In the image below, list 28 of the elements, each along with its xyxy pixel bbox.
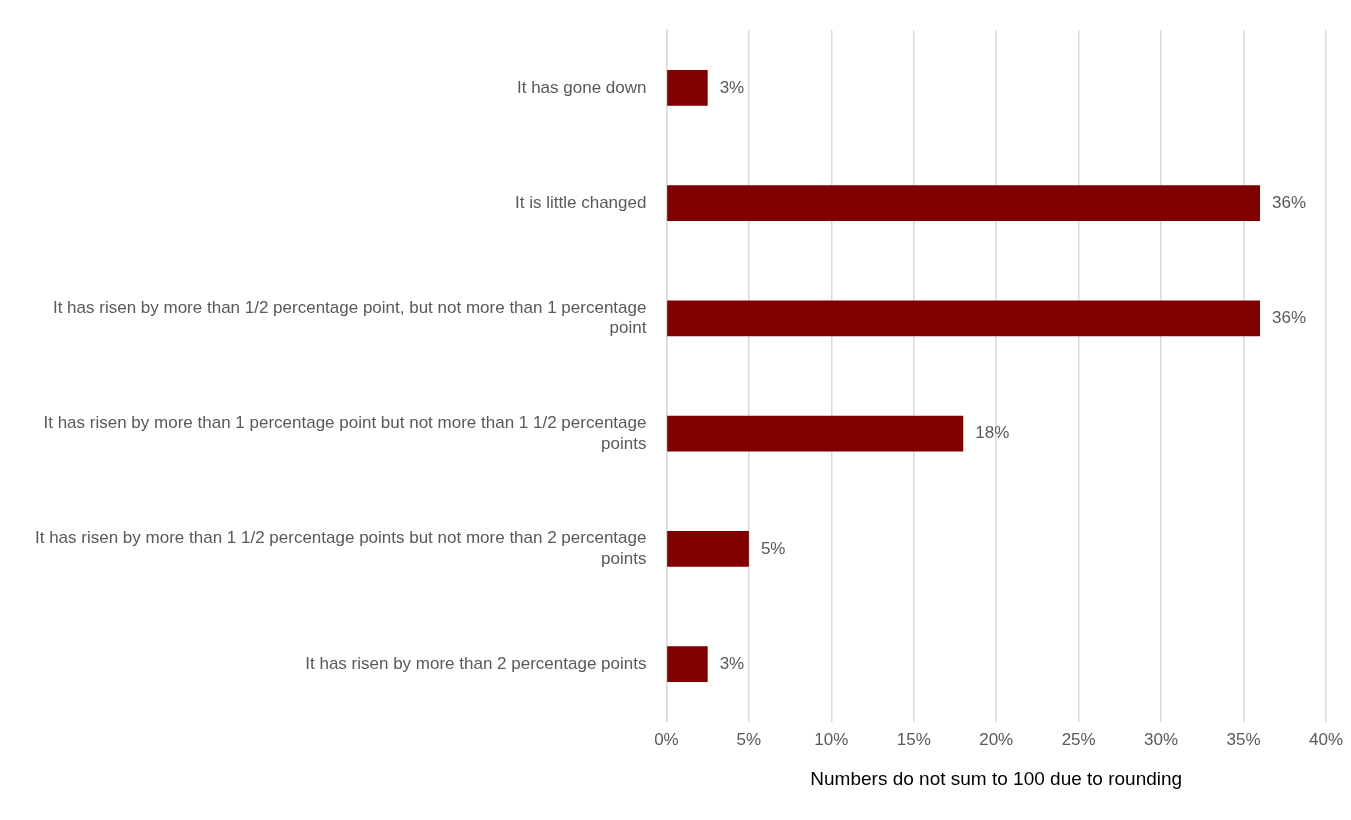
x-tick-label: 25% <box>1061 729 1096 749</box>
y-tick-label: It has gone down <box>516 77 647 97</box>
y-tick-label: It has risen by more than 1/2 percentage point, but not more than 1 percentage point <box>52 297 647 338</box>
y-tick-label: It has risen by more than 1 percentage point but not more than 1 1/2 percentage points <box>43 413 647 453</box>
data-label: 3% <box>719 653 745 673</box>
data-label: 5% <box>760 538 786 558</box>
bar <box>667 300 1261 337</box>
x-tick-label: 20% <box>979 729 1014 749</box>
data-label: 36% <box>1272 308 1307 328</box>
x-tick-label: 40% <box>1308 729 1343 749</box>
y-tick-label: It is little changed <box>515 192 647 212</box>
data-label: 18% <box>975 423 1010 443</box>
x-tick-label: 30% <box>1144 729 1179 749</box>
bar <box>667 415 964 452</box>
data-label: 3% <box>719 77 745 97</box>
bar <box>667 69 708 106</box>
x-axis-title: Numbers do not sum to 100 due to rounding <box>810 767 1183 789</box>
bar <box>667 185 1261 221</box>
bar <box>667 646 708 683</box>
data-label: 36% <box>1272 192 1307 212</box>
y-tick-label: It has risen by more than 1 1/2 percentage points but not more than 2 percentage points <box>34 528 647 568</box>
x-tick-label: 5% <box>736 729 762 749</box>
bar <box>667 531 749 567</box>
y-tick-label: It has risen by more than 2 percentage points <box>305 653 647 673</box>
x-tick-label: 10% <box>814 729 849 749</box>
x-tick-label: 0% <box>654 729 679 749</box>
x-tick-label: 15% <box>896 729 931 749</box>
x-tick-label: 35% <box>1226 729 1261 749</box>
